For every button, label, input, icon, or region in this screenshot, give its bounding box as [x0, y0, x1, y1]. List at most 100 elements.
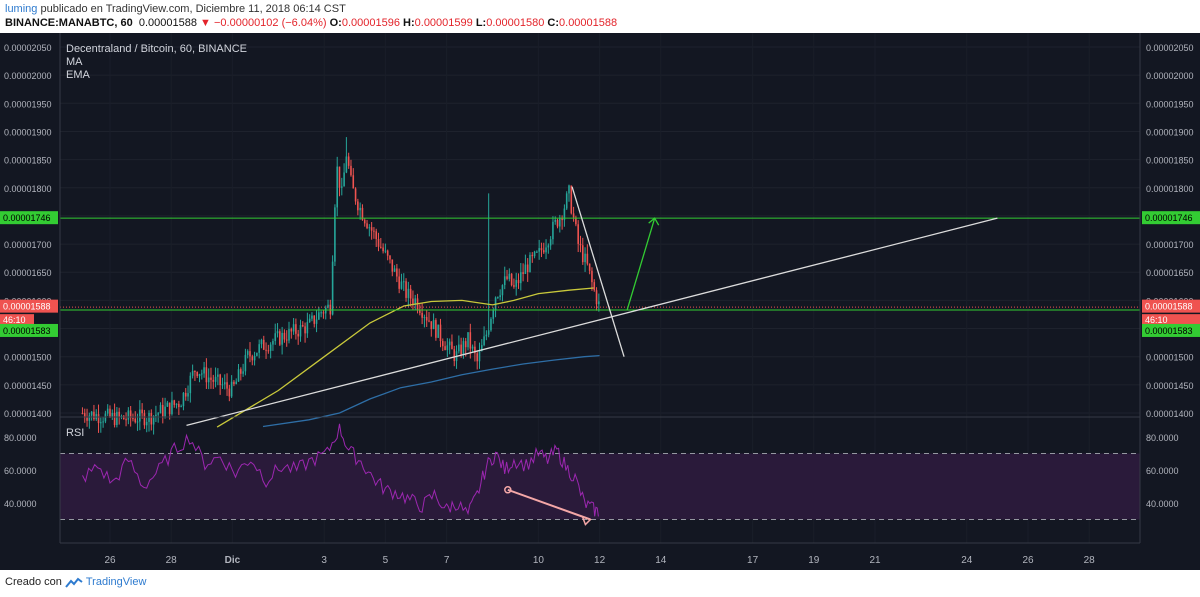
candle-body — [423, 317, 426, 319]
y-tick-left: 0.00001800 — [4, 184, 52, 194]
candle-body — [318, 312, 320, 320]
candle-body — [526, 264, 529, 273]
candle-body — [320, 312, 322, 314]
candle-body — [370, 227, 373, 231]
close-value: 0.00001588 — [559, 17, 618, 29]
candle-body — [127, 410, 130, 420]
candle-body — [425, 317, 428, 321]
candle-body — [380, 246, 382, 248]
footer-brand[interactable]: TradingView — [85, 576, 147, 588]
resistance-tag-right — [1142, 211, 1200, 225]
candle-body — [453, 349, 456, 362]
projection-arrow[interactable] — [626, 217, 656, 311]
candle-body — [474, 346, 476, 354]
candle-body — [168, 402, 171, 415]
candle-body — [81, 413, 84, 414]
candle-body — [152, 416, 155, 425]
candle-body — [118, 411, 120, 417]
resistance-tag-text-right: 0.00001746 — [1145, 213, 1193, 223]
candle-body — [132, 418, 134, 420]
candle-body — [437, 324, 439, 338]
candle-body — [529, 254, 531, 273]
current-price-tag-text-left: 0.00001588 — [3, 302, 51, 312]
candle-body — [233, 381, 235, 385]
candle-body — [386, 250, 389, 256]
candle-body — [540, 248, 543, 251]
candle-body — [217, 374, 219, 377]
candle-body — [171, 400, 173, 415]
chart-svg[interactable]: 0.00002050 0.00002050 0.00002000 0.00002000… — [0, 33, 1200, 570]
candle-body — [490, 318, 492, 331]
chart-area[interactable]: 0.00002050 0.00002050 0.00002000 0.00002000… — [0, 33, 1200, 570]
candle-body — [313, 315, 316, 324]
candle-body — [588, 263, 591, 271]
rsi-divergence-arrow[interactable] — [507, 488, 591, 521]
y-tick-right: 0.00001950 — [1146, 99, 1194, 109]
candle-body — [109, 408, 111, 417]
candle-body — [246, 351, 249, 355]
rsi-legend[interactable]: RSI — [66, 427, 84, 439]
candle-body — [324, 307, 327, 314]
candle-body — [97, 414, 100, 424]
ma-legend[interactable]: MA — [66, 56, 83, 68]
candle-body — [547, 245, 550, 248]
x-tick-label: 3 — [321, 555, 327, 566]
candle-body — [161, 404, 164, 417]
candle-body — [322, 312, 325, 314]
current-price-tag-left — [0, 299, 58, 313]
quote-line: BINANCE:MANABTC, 60 0.00001588 ▼ −0.0000… — [5, 17, 617, 29]
candle-body — [487, 330, 490, 335]
candle-body — [194, 371, 196, 373]
candle-body — [249, 351, 251, 357]
candle-body — [201, 373, 203, 375]
candle-body — [577, 224, 579, 244]
candle-body — [469, 332, 472, 349]
x-tick-label: 7 — [444, 555, 450, 566]
candle-body — [184, 392, 187, 397]
candle-body — [88, 415, 91, 421]
author-name[interactable]: luming — [5, 3, 38, 15]
x-tick-label: 19 — [808, 555, 820, 566]
close-label: C: — [547, 17, 560, 29]
candle-body — [483, 336, 485, 346]
candle-body — [219, 374, 221, 386]
candle-body — [471, 346, 474, 349]
x-tick-label: 17 — [747, 555, 759, 566]
candle-body — [561, 217, 563, 221]
candle-body — [407, 288, 410, 298]
ascending-trendline[interactable] — [186, 217, 998, 427]
y-tick-right: 0.00001700 — [1146, 240, 1194, 250]
y-tick-right: 0.00001800 — [1146, 184, 1194, 194]
candle-body — [285, 339, 288, 341]
candle-body — [283, 332, 286, 340]
candle-body — [421, 312, 423, 318]
candle-body — [391, 259, 394, 272]
candle-body — [120, 415, 123, 417]
y-tick-left: 0.00001650 — [4, 268, 52, 278]
y-tick-left: 0.00001400 — [4, 409, 52, 419]
ema-legend[interactable]: EMA — [66, 69, 91, 81]
candle-body — [405, 281, 407, 298]
rsi-tick-left: 40.0000 — [4, 499, 37, 509]
rsi-tick-left: 80.0000 — [4, 433, 37, 443]
descending-trendline[interactable] — [571, 186, 625, 357]
candle-body — [366, 223, 368, 229]
candle-body — [536, 251, 538, 253]
countdown-text-right: 46:10 — [1145, 315, 1168, 325]
candle-body — [352, 175, 355, 189]
candle-body — [446, 345, 449, 351]
ma-line — [216, 287, 594, 428]
candle-body — [134, 418, 137, 423]
candle-body — [554, 219, 557, 222]
candle-body — [382, 247, 384, 252]
x-tick-label: 21 — [869, 555, 881, 566]
candle-body — [237, 369, 240, 382]
candle-body — [506, 276, 508, 279]
y-tick-left: 0.00001700 — [4, 240, 52, 250]
candle-body — [265, 349, 267, 351]
candle-body — [244, 354, 247, 372]
candle-body — [373, 230, 375, 232]
last-price: 0.00001588 — [138, 17, 197, 29]
rsi-tick-left: 60.0000 — [4, 466, 37, 476]
candle-body — [198, 374, 201, 377]
